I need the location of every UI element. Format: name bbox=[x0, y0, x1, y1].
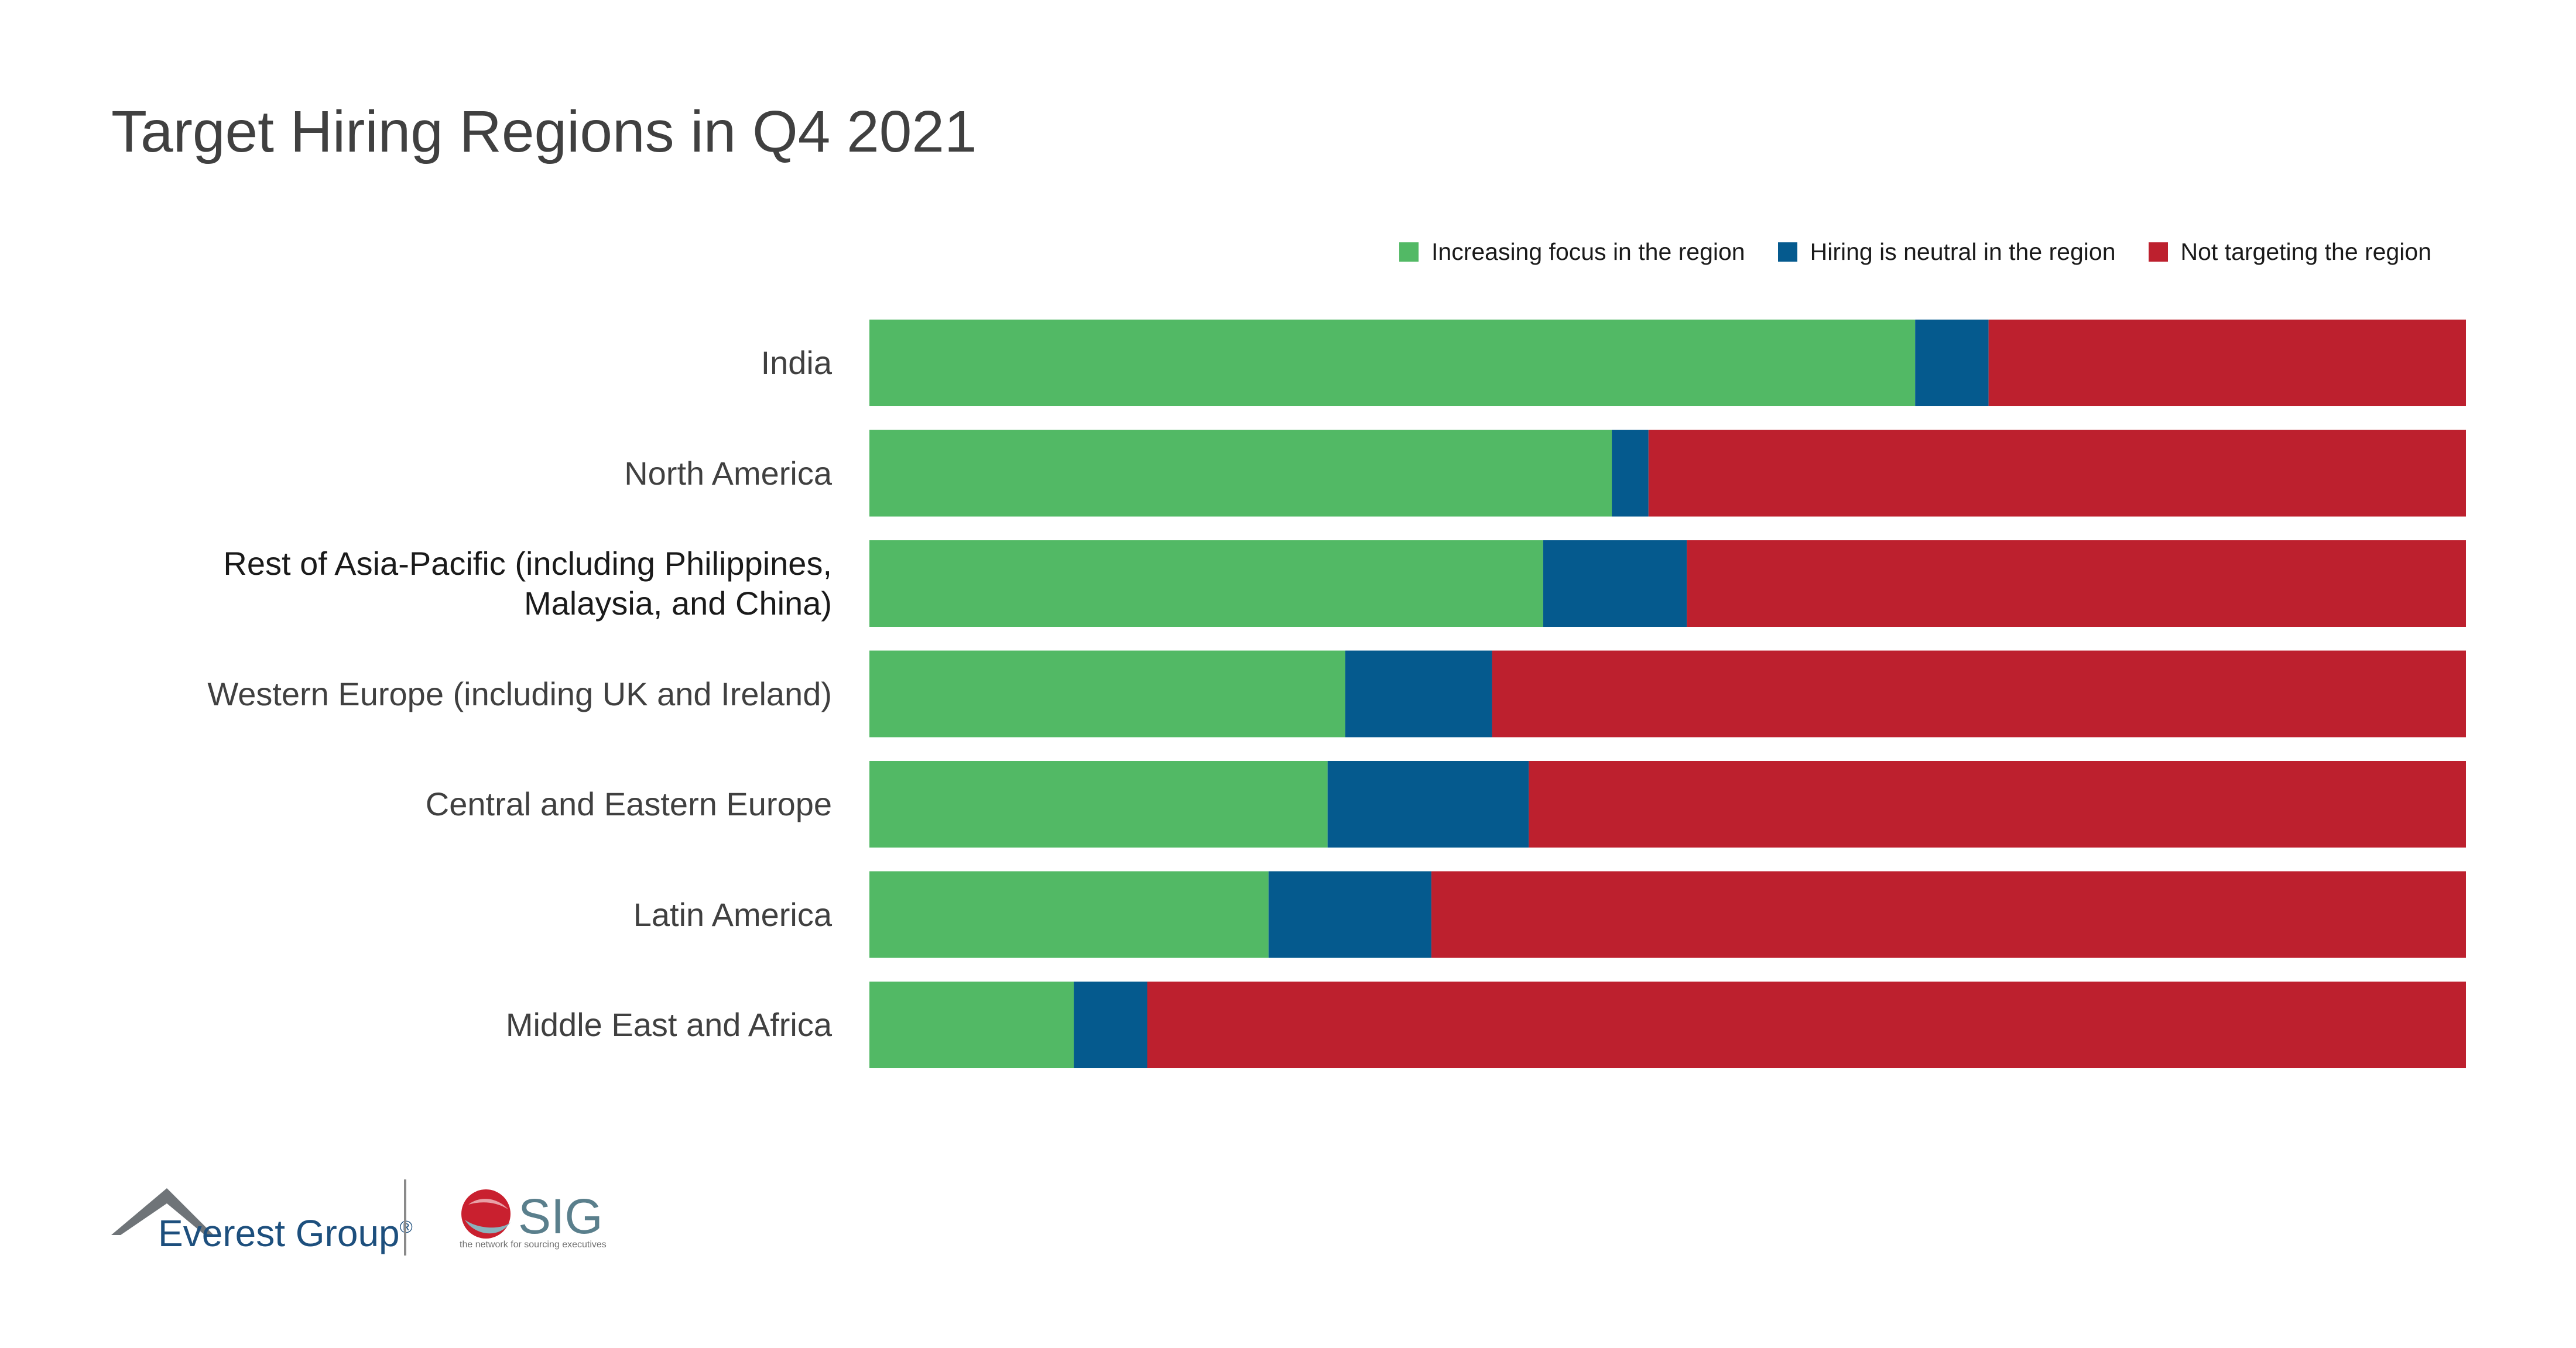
legend-swatch-not-targeting bbox=[2148, 242, 2168, 262]
category-label-line: Middle East and Africa bbox=[505, 1006, 832, 1043]
everest-group-logo: Everest Group® bbox=[111, 1177, 413, 1264]
legend-label-increasing: Increasing focus in the region bbox=[1431, 238, 1745, 265]
bar-segment-not-targeting-row-5 bbox=[1529, 761, 2466, 848]
footer-divider bbox=[404, 1179, 406, 1256]
sig-tagline: the network for sourcing executives bbox=[460, 1240, 607, 1250]
bar-segment-increasing-row-3 bbox=[869, 540, 1543, 627]
category-label-line: North America bbox=[624, 454, 832, 492]
category-label-line: Western Europe (including UK and Ireland… bbox=[207, 675, 832, 712]
category-label: Middle East and Africa bbox=[506, 1005, 832, 1045]
legend-swatch-increasing bbox=[1399, 242, 1419, 262]
sig-globe-icon bbox=[461, 1189, 511, 1239]
category-label: Western Europe (including UK and Ireland… bbox=[207, 674, 832, 714]
chart-title: Target Hiring Regions in Q4 2021 bbox=[111, 99, 977, 164]
legend-item-not-targeting: Not targeting the region bbox=[2148, 238, 2432, 266]
bar-segment-increasing-row-6 bbox=[869, 871, 1269, 958]
bar-segment-increasing-row-5 bbox=[869, 761, 1328, 848]
bar-segment-increasing-row-4 bbox=[869, 650, 1345, 738]
category-label-line: India bbox=[761, 344, 832, 381]
legend-label-neutral: Hiring is neutral in the region bbox=[1810, 238, 2116, 265]
bar-segment-neutral-row-3 bbox=[1543, 540, 1687, 627]
category-label-line: Rest of Asia-Pacific (including Philippi… bbox=[223, 545, 832, 582]
category-label: Rest of Asia-Pacific (including Philippi… bbox=[223, 544, 832, 623]
legend-item-increasing: Increasing focus in the region bbox=[1399, 238, 1745, 266]
category-label-line: Central and Eastern Europe bbox=[425, 786, 832, 822]
category-label-line: Latin America bbox=[633, 896, 832, 933]
legend-label-not-targeting: Not targeting the region bbox=[2180, 238, 2432, 265]
bar-segment-not-targeting-row-4 bbox=[1492, 650, 2466, 738]
category-label: Latin America bbox=[633, 895, 832, 935]
legend-swatch-neutral bbox=[1777, 242, 1797, 262]
bar-segment-neutral-row-2 bbox=[1612, 430, 1649, 517]
category-label: India bbox=[761, 343, 832, 383]
category-label: North America bbox=[624, 454, 832, 493]
bar-segment-neutral-row-5 bbox=[1327, 761, 1529, 848]
category-label-line: Malaysia, and China) bbox=[523, 585, 832, 622]
category-label: Central and Eastern Europe bbox=[426, 784, 832, 824]
bar-segment-neutral-row-6 bbox=[1268, 871, 1431, 958]
bar-segment-increasing-row-1 bbox=[869, 320, 1916, 406]
sig-logo: SIG the network for sourcing executives bbox=[454, 1177, 607, 1264]
everest-logo-text: Everest Group® bbox=[158, 1212, 413, 1255]
bar-segment-neutral-row-1 bbox=[1915, 320, 1989, 406]
legend-item-neutral: Hiring is neutral in the region bbox=[1777, 238, 2116, 266]
bar-segment-not-targeting-row-2 bbox=[1648, 430, 2466, 517]
bar-segment-not-targeting-row-6 bbox=[1431, 871, 2466, 958]
bar-segment-neutral-row-4 bbox=[1345, 650, 1492, 738]
bar-segment-neutral-row-7 bbox=[1074, 982, 1147, 1068]
bar-segment-increasing-row-7 bbox=[869, 982, 1074, 1068]
mountain-icon bbox=[111, 1188, 214, 1235]
bar-segment-not-targeting-row-1 bbox=[1988, 320, 2466, 406]
everest-logo-name: Everest Group bbox=[158, 1212, 400, 1254]
bar-segment-not-targeting-row-3 bbox=[1687, 540, 2466, 627]
bar-segment-not-targeting-row-7 bbox=[1147, 982, 2466, 1068]
bar-segment-increasing-row-2 bbox=[869, 430, 1612, 517]
sig-logo-text: SIG bbox=[518, 1189, 603, 1244]
chart-legend: Increasing focus in the region Hiring is… bbox=[1399, 234, 2431, 269]
